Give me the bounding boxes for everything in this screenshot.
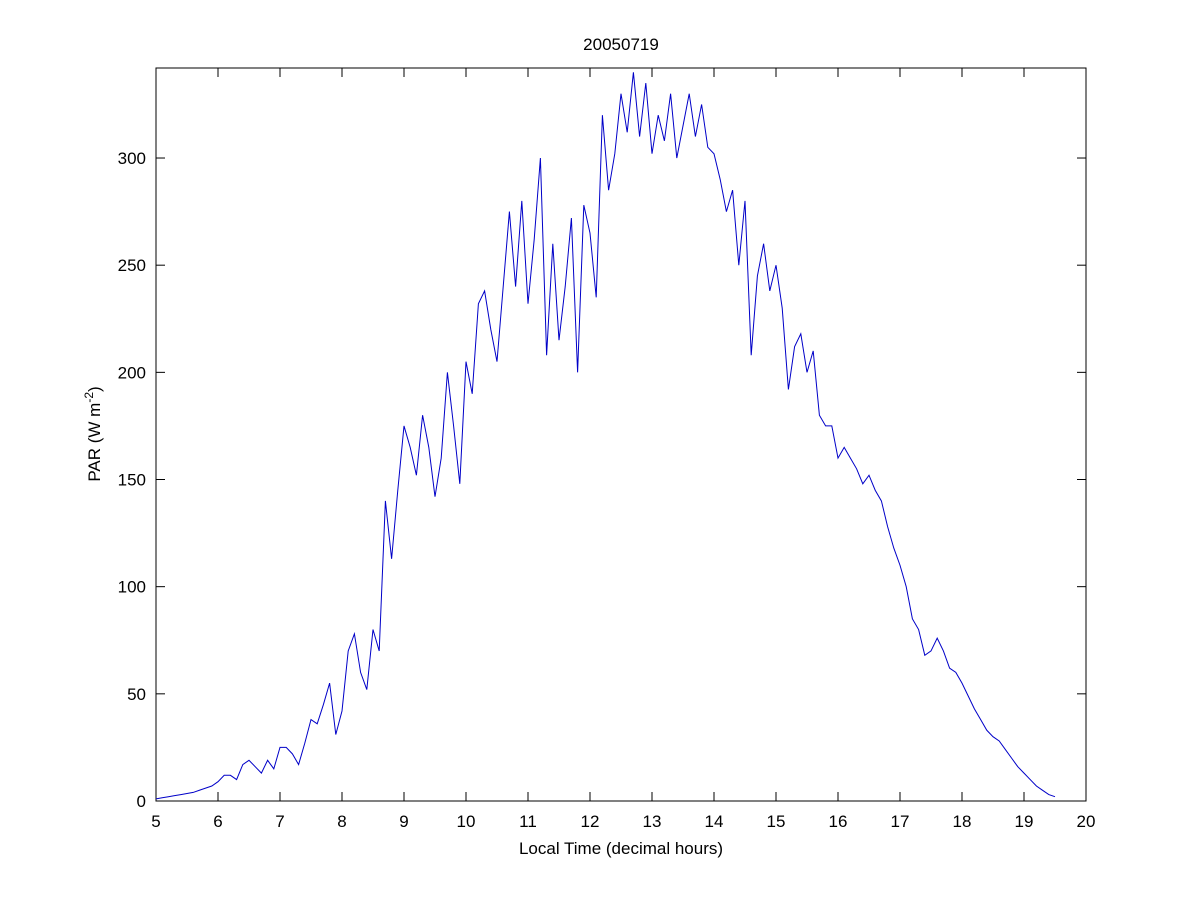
x-axis-label: Local Time (decimal hours) — [519, 839, 723, 858]
x-tick-label: 17 — [891, 812, 910, 831]
y-tick-label: 0 — [137, 792, 146, 811]
x-tick-label: 5 — [151, 812, 160, 831]
x-tick-label: 8 — [337, 812, 346, 831]
data-line — [155, 72, 1056, 800]
x-tick-label: 14 — [705, 812, 724, 831]
x-tick-label: 16 — [829, 812, 848, 831]
x-tick-label: 11 — [519, 812, 537, 831]
y-tick-label: 100 — [118, 578, 146, 597]
y-axis-label-superscript: -2 — [82, 392, 96, 403]
y-tick-label: 250 — [118, 256, 146, 275]
x-tick-label: 6 — [213, 812, 222, 831]
y-axis-label: PAR (W m-2) — [82, 386, 104, 481]
x-tick-label: 18 — [953, 812, 972, 831]
y-tick-label: 200 — [118, 363, 146, 382]
x-tick-label: 10 — [457, 812, 476, 831]
x-tick-label: 7 — [275, 812, 284, 831]
x-tick-label: 12 — [581, 812, 600, 831]
x-tick-label: 9 — [399, 812, 408, 831]
chart-title: 20050719 — [583, 35, 659, 54]
y-tick-label: 150 — [118, 471, 146, 490]
y-tick-label: 50 — [127, 685, 146, 704]
y-tick-label: 300 — [118, 149, 146, 168]
plot-box — [155, 67, 1087, 802]
x-tick-label: 13 — [643, 812, 662, 831]
x-tick-label: 15 — [767, 812, 786, 831]
x-tick-label: 19 — [1015, 812, 1034, 831]
y-axis-label-end: ) — [85, 386, 104, 392]
y-axis-label-main: PAR (W m — [85, 403, 104, 482]
x-tick-label: 20 — [1077, 812, 1096, 831]
